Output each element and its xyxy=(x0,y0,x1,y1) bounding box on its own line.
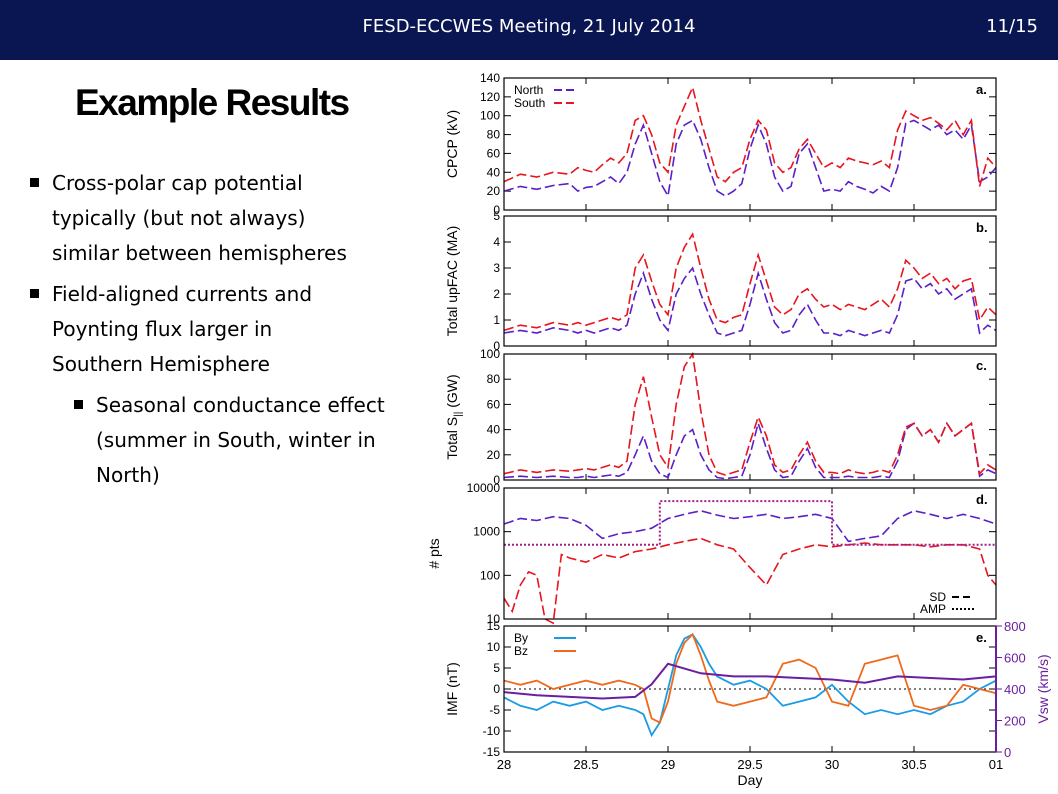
series-line-north xyxy=(503,509,997,543)
page-number: 11/15 xyxy=(986,16,1038,37)
y-tick-label: 3 xyxy=(493,261,500,275)
y-tick-label: 100 xyxy=(480,109,500,123)
y-tick-label: -10 xyxy=(483,724,501,738)
y-tick-label: 0 xyxy=(493,203,500,217)
y2-tick-label: 200 xyxy=(1004,714,1026,729)
y-tick-label: 140 xyxy=(480,71,500,85)
y-tick-label: 0 xyxy=(493,339,500,353)
y-tick-label: 10000 xyxy=(467,481,501,495)
panel-letter: e. xyxy=(976,630,987,645)
y2-tick-label: 600 xyxy=(1004,651,1026,666)
y-tick-label: 40 xyxy=(487,423,501,437)
panel-frame xyxy=(503,77,997,211)
y2-tick-label: 800 xyxy=(1004,619,1026,634)
bullet-item: Cross-polar cap potential typically (but… xyxy=(30,166,420,271)
bullet-line: similar between hemispheres xyxy=(52,241,347,265)
x-tick-label: 30.5 xyxy=(901,757,926,772)
legend-label: North xyxy=(514,83,543,97)
y-tick-label: -5 xyxy=(489,703,500,717)
bullet-line: (summer in South, winter in xyxy=(96,428,376,452)
panel-frame xyxy=(503,215,997,347)
bullet-list: Cross-polar cap potential typically (but… xyxy=(30,166,420,493)
x-tick-label: 28.5 xyxy=(573,757,598,772)
panel-frame xyxy=(503,487,997,620)
series-line-north xyxy=(503,266,997,337)
x-tick-label: 29 xyxy=(661,757,675,772)
legend-label: Bz xyxy=(514,644,528,658)
y-tick-label: 10 xyxy=(487,612,501,626)
square-bullet-icon xyxy=(74,400,83,409)
panel-letter: c. xyxy=(976,358,987,373)
y-tick-label: 5 xyxy=(493,661,500,675)
y-tick-label: 5 xyxy=(493,209,500,223)
bullet-line: Southern Hemisphere xyxy=(52,352,270,376)
legend-label: SD xyxy=(929,590,946,604)
y-tick-label: 100 xyxy=(480,347,500,361)
y-axis-label: IMF (nT) xyxy=(444,662,460,716)
series-line-south xyxy=(503,351,997,476)
y-tick-label: 1000 xyxy=(473,525,500,539)
sub-bullet-item: Seasonal conductance effect (summer in S… xyxy=(74,388,420,493)
series-line-amp xyxy=(504,500,996,546)
panel-frame xyxy=(503,353,997,481)
y-tick-label: 0 xyxy=(493,682,500,696)
y-tick-label: 2 xyxy=(493,287,500,301)
y-tick-label: 60 xyxy=(487,146,501,160)
series-line-south xyxy=(503,232,997,332)
bullet-line: typically (but not always) xyxy=(52,206,306,230)
bullet-line: North) xyxy=(96,463,160,487)
series-line-north xyxy=(503,119,997,199)
y-tick-label: 0 xyxy=(493,473,500,487)
y-tick-label: 120 xyxy=(480,90,500,104)
panel-letter: a. xyxy=(976,82,987,97)
y-tick-label: 4 xyxy=(493,235,500,249)
x-tick-label: 29.5 xyxy=(737,757,762,772)
y-tick-label: -15 xyxy=(483,745,501,759)
y-tick-label: 15 xyxy=(487,619,501,633)
bullet-line: Field-aligned currents and xyxy=(52,282,313,306)
y2-tick-label: 400 xyxy=(1004,682,1026,697)
y-tick-label: 10 xyxy=(487,640,501,654)
y2-axis-label: Vsw (km/s) xyxy=(1035,654,1051,723)
legend-label: AMP xyxy=(920,602,946,616)
slide-heading: Example Results xyxy=(75,82,350,123)
square-bullet-icon xyxy=(30,178,39,187)
header-bar: FESD-ECCWES Meeting, 21 July 2014 11/15 xyxy=(0,0,1058,60)
bullet-line: Poynting flux larger in xyxy=(52,317,273,341)
series-line-by xyxy=(503,633,997,738)
x-axis-label: Day xyxy=(738,772,763,788)
panel-letter: b. xyxy=(976,220,988,235)
y-tick-label: 80 xyxy=(487,372,501,386)
series-line-bz xyxy=(503,632,997,724)
y-tick-label: 20 xyxy=(487,448,501,462)
y-tick-label: 1 xyxy=(493,313,500,327)
y-tick-label: 100 xyxy=(480,568,500,582)
y-axis-label: Total upFAC (MA) xyxy=(444,226,460,336)
y-tick-label: 40 xyxy=(487,165,501,179)
y-tick-label: 20 xyxy=(487,184,501,198)
series-line-vsw xyxy=(503,662,997,700)
x-tick-label: 30 xyxy=(825,757,839,772)
x-tick-label: 01 xyxy=(989,757,1003,772)
y-tick-label: 80 xyxy=(487,128,501,142)
y-axis-label: Total S|| (GW) xyxy=(444,374,464,459)
series-line-south xyxy=(503,84,997,187)
x-tick-label: 28 xyxy=(497,757,511,772)
bullet-item: Field-aligned currents and Poynting flux… xyxy=(30,277,420,493)
y-axis-label: CPCP (kV) xyxy=(444,110,460,178)
legend-label: By xyxy=(514,631,528,645)
y2-tick-label: 0 xyxy=(1004,745,1011,760)
meeting-title: FESD-ECCWES Meeting, 21 July 2014 xyxy=(362,16,696,37)
panel-letter: d. xyxy=(976,492,988,507)
y-axis-label: # pts xyxy=(426,538,442,568)
bullet-line: Seasonal conductance effect xyxy=(96,393,385,417)
legend-label: South xyxy=(514,96,545,110)
square-bullet-icon xyxy=(30,289,39,298)
bullet-line: Cross-polar cap potential xyxy=(52,171,303,195)
y-tick-label: 60 xyxy=(487,397,501,411)
